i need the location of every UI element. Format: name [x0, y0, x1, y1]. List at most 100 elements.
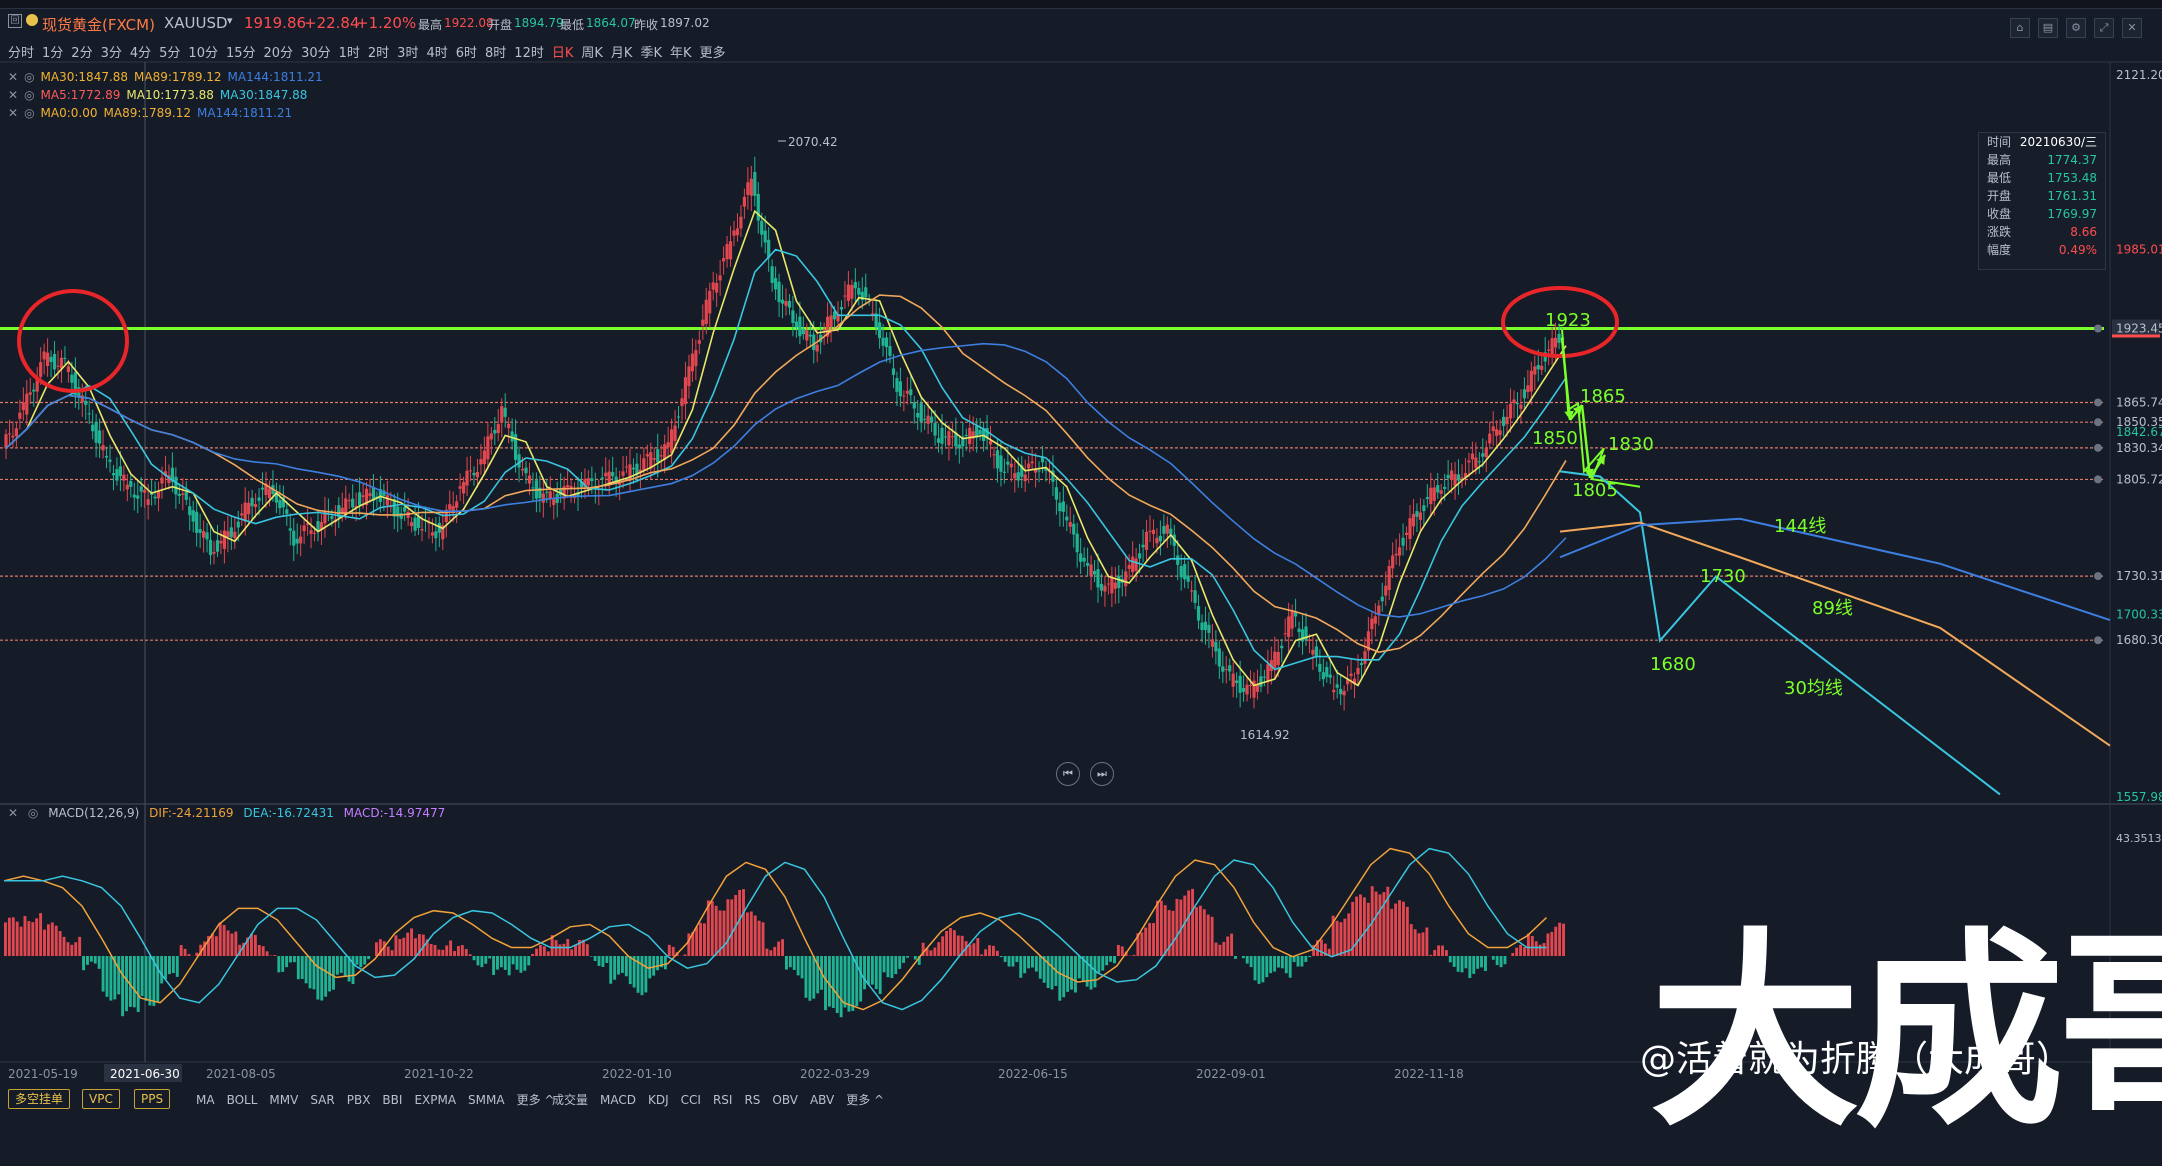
- candle-body: [708, 291, 711, 314]
- candle-body: [691, 354, 694, 372]
- candle-body: [1488, 434, 1491, 444]
- candle-body: [1301, 629, 1304, 641]
- macd-bar: [594, 956, 597, 961]
- indicator-tab[interactable]: CCI: [681, 1093, 701, 1107]
- macd-bar: [133, 956, 136, 1007]
- candle-body: [400, 513, 403, 519]
- candle-body: [361, 495, 364, 497]
- macd-bar: [953, 930, 956, 956]
- macd-bar: [715, 906, 718, 956]
- macd-bar: [74, 942, 77, 956]
- indicator-tab[interactable]: SAR: [310, 1093, 334, 1107]
- indicator-tab[interactable]: MMV: [269, 1093, 298, 1107]
- macd-bar: [1261, 956, 1264, 982]
- macd-bar: [598, 956, 601, 966]
- indicator-tab[interactable]: BOLL: [227, 1093, 258, 1107]
- indicator-tab[interactable]: 成交量: [552, 1093, 588, 1107]
- candle-body: [569, 486, 572, 488]
- candle-body: [1315, 646, 1318, 656]
- candle-body: [847, 285, 850, 301]
- candle-body: [1211, 639, 1214, 647]
- candle-body: [1235, 681, 1238, 683]
- macd-bar: [1300, 956, 1303, 966]
- macd-bar: [539, 945, 542, 956]
- candle-body: [1093, 571, 1096, 575]
- indicator-tab[interactable]: BBI: [382, 1093, 402, 1107]
- next-page-icon[interactable]: ⏭: [1090, 762, 1114, 786]
- macd-bar: [1164, 905, 1167, 956]
- indicator-tab[interactable]: 更多 ^: [846, 1093, 884, 1107]
- candle-body: [750, 179, 753, 196]
- macd-bar: [31, 922, 34, 956]
- candle-body: [996, 450, 999, 468]
- candle-body: [1124, 571, 1127, 586]
- macd-bar: [78, 937, 81, 956]
- indicator-tab[interactable]: PBX: [347, 1093, 371, 1107]
- candle-body: [673, 426, 676, 441]
- indicator-tab[interactable]: RSI: [713, 1093, 733, 1107]
- macd-bar: [1406, 907, 1409, 956]
- annotation-label: 1850: [1532, 428, 1578, 449]
- macd-bar: [1410, 924, 1413, 956]
- candle-body: [1395, 554, 1398, 556]
- candle-body: [143, 490, 146, 493]
- indicator-tab[interactable]: 更多 ^: [517, 1093, 555, 1107]
- candle-body: [809, 335, 812, 337]
- settings-icon[interactable]: ◎: [28, 806, 38, 820]
- candle-body: [1280, 646, 1283, 648]
- indicator-tab[interactable]: OBV: [772, 1093, 798, 1107]
- macd-bar: [309, 956, 312, 988]
- indicator-tab[interactable]: MACD: [600, 1093, 636, 1107]
- macd-bar: [508, 956, 511, 975]
- prev-page-icon[interactable]: ⏮: [1056, 762, 1080, 786]
- indicator-tab[interactable]: KDJ: [648, 1093, 669, 1107]
- x-tick-label: 2022-11-18: [1394, 1067, 1464, 1081]
- candle-body: [628, 464, 631, 481]
- macd-bar: [465, 949, 468, 956]
- candle-body: [1433, 487, 1436, 500]
- indicator-tab[interactable]: RS: [744, 1093, 760, 1107]
- candle-body: [1197, 606, 1200, 620]
- candle-body: [1492, 426, 1495, 431]
- candle-body: [122, 475, 125, 481]
- candle-body: [823, 329, 826, 330]
- macd-bar: [59, 931, 62, 956]
- indicator-tab[interactable]: MA: [196, 1093, 215, 1107]
- close-icon[interactable]: ✕: [8, 806, 18, 820]
- candle-body: [1065, 517, 1068, 521]
- macd-bar: [847, 956, 850, 1012]
- candle-body: [670, 429, 673, 453]
- candle-body: [694, 350, 697, 366]
- macd-bar: [488, 956, 491, 958]
- level-bell-icon: [2094, 636, 2102, 644]
- x-tick-label: 2021-05-19: [8, 1067, 78, 1081]
- candle-body: [1259, 676, 1262, 686]
- candle-body: [1079, 553, 1082, 561]
- candle-body: [257, 498, 260, 501]
- indicator-tab[interactable]: EXPMA: [414, 1093, 456, 1107]
- macd-bar: [1281, 956, 1284, 968]
- candle-body: [757, 194, 760, 221]
- info-value: 0.49%: [2059, 241, 2097, 259]
- candle-body: [344, 498, 347, 514]
- x-tick-label: 2021-08-05: [206, 1067, 276, 1081]
- y-axis-label: 1842.67: [2116, 425, 2162, 439]
- macd-bar: [109, 956, 112, 1001]
- candle-body: [84, 401, 87, 405]
- bottom-tag-button[interactable]: 多空挂单: [8, 1089, 70, 1109]
- candle-body: [126, 485, 129, 490]
- candle-body: [1221, 666, 1224, 671]
- indicator-tab[interactable]: ABV: [810, 1093, 834, 1107]
- macd-bar: [1133, 955, 1136, 956]
- candle-body: [1325, 667, 1328, 677]
- y-axis-label: 1865.74: [2116, 395, 2162, 409]
- candle-body: [29, 392, 32, 394]
- candle-body: [552, 499, 555, 505]
- candle-body: [1190, 590, 1193, 591]
- bottom-tag-button[interactable]: VPC: [82, 1089, 120, 1109]
- indicator-tab[interactable]: SMMA: [468, 1093, 505, 1107]
- bottom-tag-button[interactable]: PPS: [134, 1089, 170, 1109]
- macd-bar: [66, 942, 69, 956]
- macd-bar: [984, 949, 987, 956]
- macd-bar: [828, 956, 831, 1007]
